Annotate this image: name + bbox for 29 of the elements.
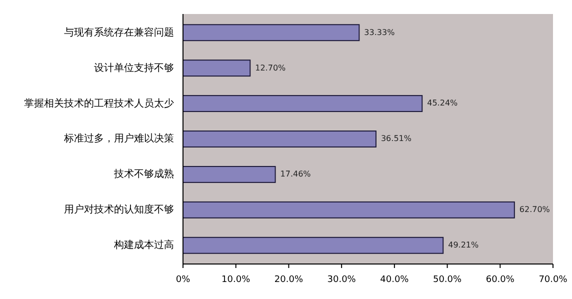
data-label: 33.33% [364,28,396,37]
x-tick-label: 60.0% [486,275,515,285]
bar [182,236,444,254]
y-tick-label: 构建成本过高 [113,239,174,252]
data-label: 62.70% [519,205,550,214]
data-label: 49.21% [448,240,480,250]
bar [182,201,515,218]
bar [182,60,251,77]
bar [182,95,423,112]
data-label: 17.46% [280,170,312,179]
y-tick-label: 设计单位支持不够 [94,62,174,74]
y-tick-label: 技术不够成熟 [113,168,174,180]
y-tick-label: 用户对技术的认知度不够 [64,204,174,216]
data-label: 36.51% [380,134,412,144]
x-tick-label: 30.0% [327,275,356,285]
x-tick-label: 50.0% [432,275,462,285]
y-tick-label: 与现有系统存在兼容问题 [64,26,174,38]
data-label: 45.24% [427,98,458,108]
y-tick-label: 掌握相关技术的工程技术人员太少 [24,97,174,110]
x-tick-label: 20.0% [274,275,304,285]
bar [182,166,276,183]
data-label: 12.70% [255,63,286,72]
x-tick-label: 0% [176,275,191,285]
x-tick-label: 10.0% [222,275,251,285]
bar [182,130,376,148]
x-tick-label: 40.0% [380,275,410,285]
x-tick-label: 70.0% [538,275,568,285]
y-tick-label: 标准过多，用户难以决策 [63,132,174,145]
bar [182,24,360,42]
